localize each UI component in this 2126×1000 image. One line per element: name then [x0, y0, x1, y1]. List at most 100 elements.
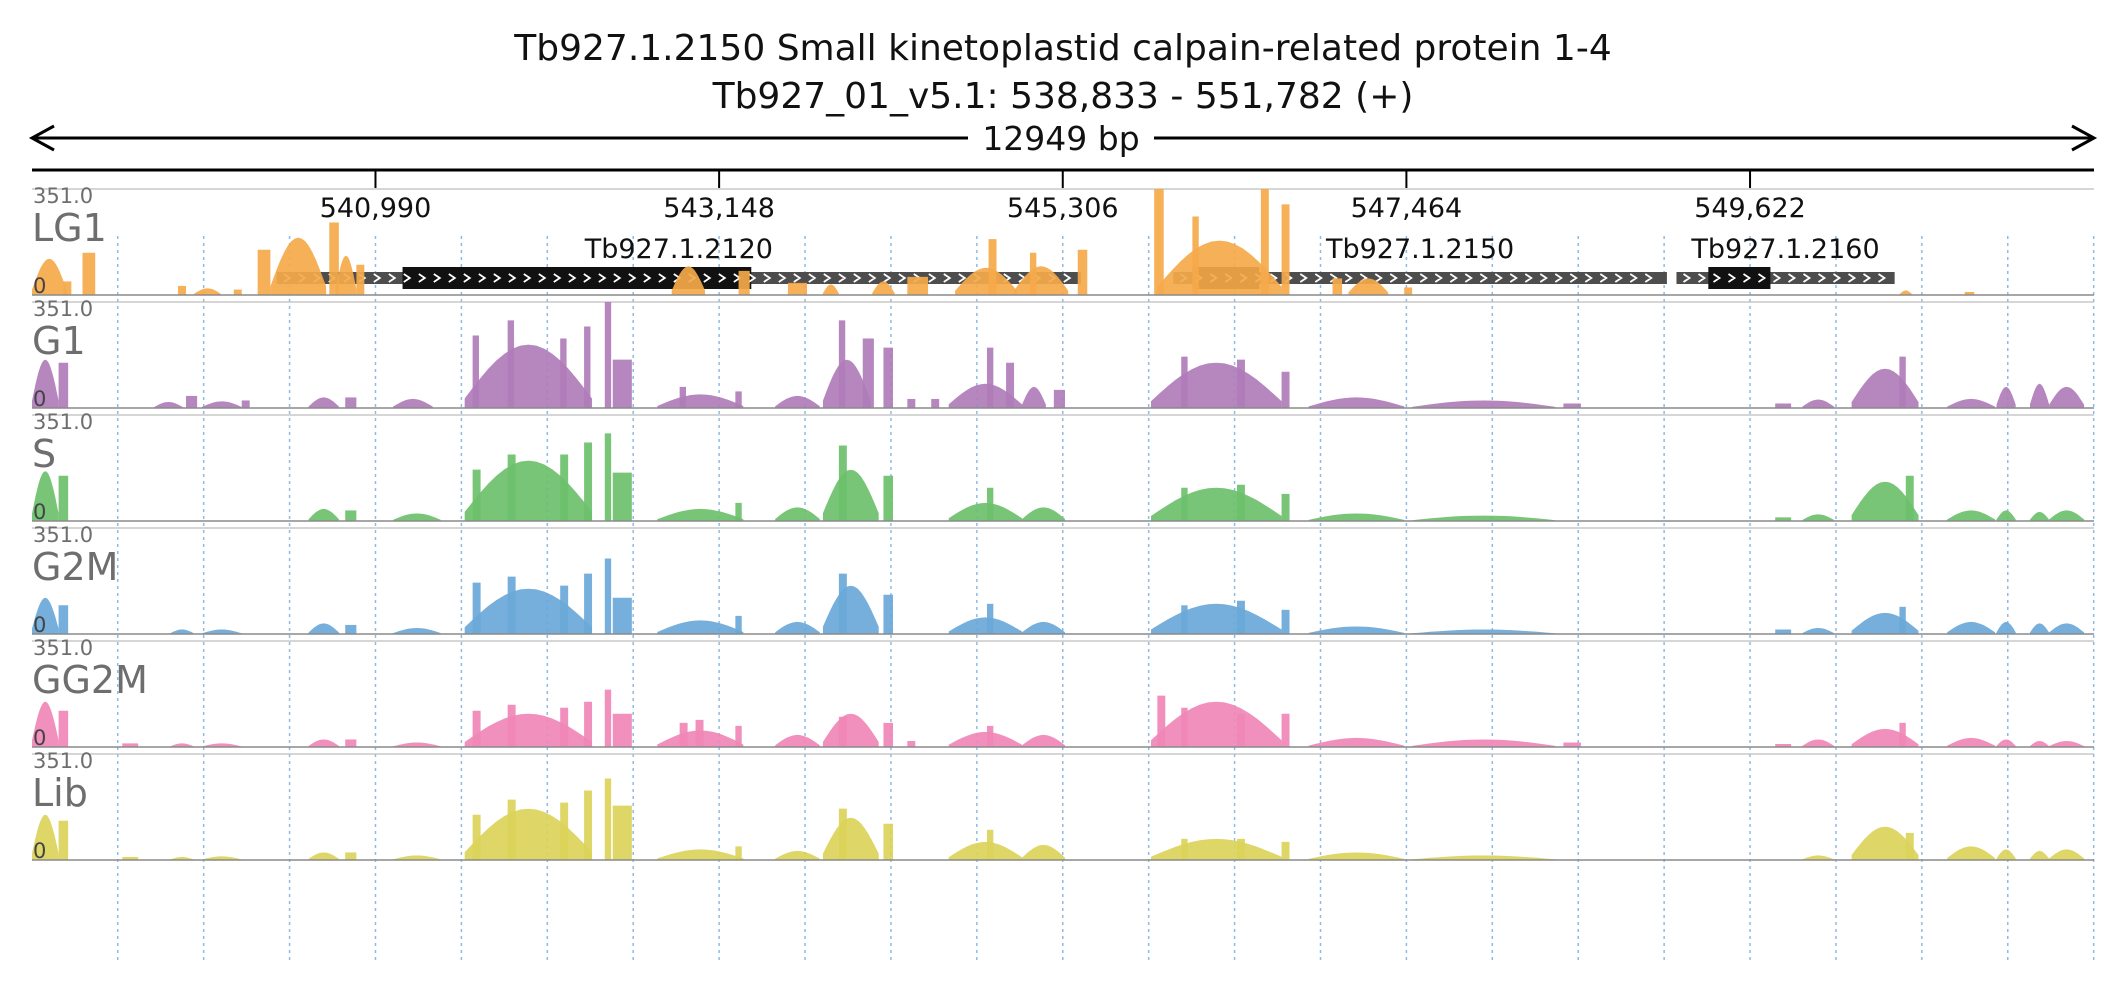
- coverage-segment: [1905, 832, 1914, 860]
- coverage-segment: [308, 852, 339, 860]
- coverage-segment: [955, 267, 1018, 295]
- coverage-segment: [1947, 737, 1995, 747]
- track-min-label: 0: [33, 726, 46, 750]
- coverage-segment: [883, 823, 894, 860]
- coverage-segment: [604, 558, 612, 634]
- coverage-segment: [1802, 855, 1835, 860]
- coverage-segment: [679, 386, 686, 408]
- coverage-segment: [308, 397, 339, 408]
- track-lg1: 351.0 0 LG1: [32, 184, 2094, 298]
- coverage-segment: [464, 344, 593, 408]
- coverage-segment: [1236, 484, 1245, 521]
- coverage-segment: [464, 808, 593, 860]
- coverage-segment: [1332, 278, 1343, 295]
- coverage-segment: [1947, 621, 1995, 634]
- coverage-segment: [872, 281, 895, 295]
- coverage-segment: [775, 507, 820, 521]
- coverage-segment: [270, 237, 327, 295]
- coverage-segment: [1181, 356, 1188, 408]
- tick-label: 543,148: [663, 193, 775, 224]
- track-name: S: [32, 432, 56, 476]
- coverage-segment: [2049, 849, 2085, 860]
- coverage-segment: [948, 841, 1022, 860]
- plot-header: Tb927.1.2150 Small kinetoplastid calpain…: [513, 28, 1611, 117]
- coverage-segment: [58, 710, 69, 747]
- coverage-segment: [122, 856, 139, 860]
- coverage-segment: [612, 713, 632, 747]
- coverage-segment: [1021, 734, 1065, 747]
- coverage-segment: [1021, 844, 1065, 860]
- track-max-label: 351.0: [33, 410, 93, 434]
- coverage-segment: [560, 707, 569, 747]
- coverage-segment: [507, 799, 516, 860]
- coverage-segment: [738, 270, 750, 295]
- coverage-segment: [1996, 849, 2016, 860]
- coverage-segment: [472, 814, 481, 860]
- gene-model: Tb927.1.2160: [1676, 234, 1895, 289]
- coverage-segment: [1192, 216, 1199, 295]
- coverage-segment: [986, 829, 994, 860]
- coverage-segment: [787, 282, 808, 295]
- coverage-segment: [1021, 621, 1065, 634]
- coverage-segment: [2029, 511, 2050, 521]
- gene-label: Tb927.1.2150: [1325, 234, 1514, 265]
- coverage-segment: [822, 359, 871, 408]
- coverage-segment: [1236, 713, 1245, 747]
- coverage-segment: [1412, 855, 1556, 860]
- coverage-segment: [1996, 739, 2016, 747]
- tick-label: 540,990: [320, 193, 432, 224]
- coverage-segment: [612, 805, 632, 860]
- coverage-segment: [1851, 481, 1919, 521]
- coverage-segment: [472, 582, 481, 634]
- track-min-label: 0: [33, 613, 46, 637]
- coverage-segment: [507, 704, 516, 747]
- arrowhead-right-icon: [2071, 124, 2098, 152]
- coverage-segment: [612, 597, 632, 634]
- coverage-segment: [1077, 249, 1088, 295]
- coverage-segment: [948, 617, 1022, 634]
- coverage-segment: [584, 701, 593, 747]
- coverage-segment: [1404, 287, 1413, 295]
- coverage-segment: [154, 402, 183, 408]
- coverage-segment: [201, 856, 242, 860]
- coverage-segment: [1802, 399, 1835, 408]
- coverage-segment: [948, 383, 1022, 408]
- coverage-segment: [1181, 838, 1188, 860]
- coverage-segment: [507, 320, 515, 408]
- coverage-segment: [560, 454, 569, 521]
- coverage-segment: [308, 739, 339, 747]
- coverage-segment: [1563, 403, 1581, 408]
- coverage-segment: [392, 513, 441, 521]
- coverage-segment: [1029, 252, 1037, 295]
- coverage-segment: [63, 281, 72, 295]
- gridlines: [117, 236, 2095, 964]
- coverage-segment: [1947, 510, 1995, 521]
- coverage-segment: [1802, 514, 1835, 521]
- coverage-segment: [1021, 386, 1046, 408]
- coverage-segment: [345, 852, 357, 860]
- chart-subtitle: Tb927_01_v5.1: 538,833 - 551,782 (+): [712, 76, 1414, 117]
- coverage-segment: [392, 628, 441, 634]
- coverage-segment: [735, 615, 742, 634]
- coverage-segment: [1281, 713, 1290, 747]
- coverage-segment: [1996, 386, 2016, 408]
- coverage-segment: [1947, 398, 1995, 408]
- track-s: 351.0 0 S: [32, 410, 2094, 524]
- coverage-segment: [185, 395, 198, 408]
- coverage-segment: [948, 502, 1022, 521]
- coverage-segment: [822, 469, 879, 521]
- coverage-segment: [612, 359, 632, 408]
- coverage-segment: [560, 802, 569, 860]
- coverage-segment: [507, 576, 516, 634]
- coverage-segment: [233, 289, 242, 295]
- track-min-label: 0: [33, 387, 46, 411]
- coverage-segment: [472, 335, 479, 408]
- coverage-segment: [464, 713, 593, 747]
- track-max-label: 351.0: [33, 297, 93, 321]
- coverage-segment: [2029, 383, 2050, 408]
- track-g2m: 351.0 0 G2M: [32, 523, 2094, 637]
- coverage-segment: [1281, 609, 1290, 634]
- coverage-segment: [1150, 603, 1282, 634]
- coverage-segment: [612, 472, 632, 521]
- coverage-segment: [862, 338, 874, 408]
